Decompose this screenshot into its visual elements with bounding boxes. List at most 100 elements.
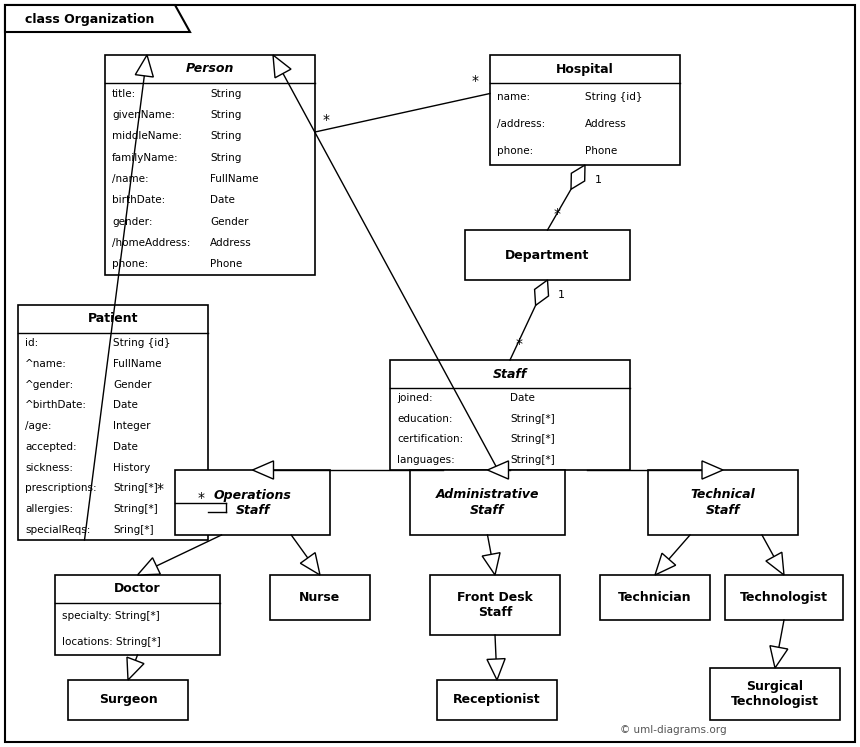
Text: /address:: /address: bbox=[497, 119, 545, 129]
Text: Patient: Patient bbox=[88, 312, 138, 326]
Text: languages:: languages: bbox=[397, 455, 455, 465]
Text: birthDate:: birthDate: bbox=[112, 195, 165, 205]
Text: middleName:: middleName: bbox=[112, 131, 182, 141]
Text: title:: title: bbox=[112, 89, 136, 99]
Text: Date: Date bbox=[510, 393, 535, 403]
FancyBboxPatch shape bbox=[600, 575, 710, 620]
Text: Hospital: Hospital bbox=[556, 63, 614, 75]
Text: Sring[*]: Sring[*] bbox=[113, 524, 154, 535]
Polygon shape bbox=[127, 657, 144, 680]
Text: Technologist: Technologist bbox=[740, 591, 828, 604]
Polygon shape bbox=[273, 55, 291, 78]
Text: FullName: FullName bbox=[113, 359, 162, 369]
Text: String[*]: String[*] bbox=[113, 504, 157, 514]
Text: prescriptions:: prescriptions: bbox=[25, 483, 96, 493]
Polygon shape bbox=[571, 165, 585, 189]
Text: education:: education: bbox=[397, 414, 452, 424]
Text: String {id}: String {id} bbox=[113, 338, 170, 348]
Text: /homeAddress:: /homeAddress: bbox=[112, 238, 190, 248]
Text: *: * bbox=[198, 491, 205, 505]
FancyBboxPatch shape bbox=[725, 575, 843, 620]
Text: String[*]: String[*] bbox=[510, 455, 555, 465]
Text: Doctor: Doctor bbox=[114, 583, 161, 595]
Polygon shape bbox=[5, 5, 190, 32]
Text: Receptionist: Receptionist bbox=[453, 693, 541, 707]
FancyBboxPatch shape bbox=[710, 668, 840, 720]
Polygon shape bbox=[300, 553, 320, 575]
Text: ^name:: ^name: bbox=[25, 359, 67, 369]
Polygon shape bbox=[482, 553, 500, 575]
Text: String: String bbox=[210, 152, 242, 163]
FancyBboxPatch shape bbox=[410, 470, 565, 535]
Text: *: * bbox=[157, 482, 164, 495]
Text: String: String bbox=[210, 89, 242, 99]
Text: FullName: FullName bbox=[210, 174, 259, 184]
Text: givenName:: givenName: bbox=[112, 110, 175, 120]
Text: 1: 1 bbox=[595, 175, 602, 185]
Text: *: * bbox=[516, 337, 523, 351]
Text: *: * bbox=[323, 113, 330, 127]
Text: Nurse: Nurse bbox=[299, 591, 341, 604]
Text: String[*]: String[*] bbox=[510, 434, 555, 444]
Text: Gender: Gender bbox=[210, 217, 249, 226]
Text: *: * bbox=[472, 75, 479, 88]
Polygon shape bbox=[766, 552, 784, 575]
FancyBboxPatch shape bbox=[390, 360, 630, 470]
Text: ^birthDate:: ^birthDate: bbox=[25, 400, 87, 410]
Text: 1: 1 bbox=[557, 290, 564, 300]
FancyBboxPatch shape bbox=[270, 575, 370, 620]
Text: String: String bbox=[210, 131, 242, 141]
Text: name:: name: bbox=[497, 92, 530, 102]
Text: Phone: Phone bbox=[210, 259, 243, 270]
Text: allergies:: allergies: bbox=[25, 504, 73, 514]
Text: Staff: Staff bbox=[493, 368, 527, 380]
Text: phone:: phone: bbox=[112, 259, 148, 270]
FancyBboxPatch shape bbox=[490, 55, 680, 165]
Text: certification:: certification: bbox=[397, 434, 464, 444]
FancyBboxPatch shape bbox=[18, 305, 208, 540]
Text: Technical
Staff: Technical Staff bbox=[691, 489, 755, 516]
Text: familyName:: familyName: bbox=[112, 152, 179, 163]
Text: Gender: Gender bbox=[113, 379, 151, 390]
Text: © uml-diagrams.org: © uml-diagrams.org bbox=[620, 725, 727, 735]
Polygon shape bbox=[487, 659, 505, 680]
FancyBboxPatch shape bbox=[465, 230, 630, 280]
Text: ^gender:: ^gender: bbox=[25, 379, 74, 390]
Text: phone:: phone: bbox=[497, 146, 533, 156]
Text: Department: Department bbox=[506, 249, 590, 261]
Text: specialty: String[*]: specialty: String[*] bbox=[62, 611, 160, 621]
Polygon shape bbox=[535, 280, 549, 306]
Text: Surgical
Technologist: Surgical Technologist bbox=[731, 680, 819, 708]
FancyBboxPatch shape bbox=[175, 470, 330, 535]
FancyBboxPatch shape bbox=[68, 680, 188, 720]
Text: String {id}: String {id} bbox=[585, 92, 642, 102]
FancyBboxPatch shape bbox=[648, 470, 798, 535]
Text: String[*]: String[*] bbox=[113, 483, 157, 493]
Polygon shape bbox=[488, 461, 508, 479]
Polygon shape bbox=[135, 55, 153, 77]
Text: Administrative
Staff: Administrative Staff bbox=[436, 489, 539, 516]
Text: Integer: Integer bbox=[113, 421, 150, 431]
Text: Operations
Staff: Operations Staff bbox=[213, 489, 292, 516]
Text: joined:: joined: bbox=[397, 393, 433, 403]
Text: Date: Date bbox=[113, 441, 138, 452]
Text: Technician: Technician bbox=[618, 591, 691, 604]
Text: id:: id: bbox=[25, 338, 38, 348]
Text: /name:: /name: bbox=[112, 174, 149, 184]
Polygon shape bbox=[770, 645, 788, 668]
Text: locations: String[*]: locations: String[*] bbox=[62, 637, 161, 647]
Text: Surgeon: Surgeon bbox=[99, 693, 157, 707]
Polygon shape bbox=[253, 461, 273, 479]
Text: String: String bbox=[210, 110, 242, 120]
Polygon shape bbox=[655, 554, 676, 575]
FancyBboxPatch shape bbox=[430, 575, 560, 635]
Text: Person: Person bbox=[186, 63, 234, 75]
Text: class Organization: class Organization bbox=[25, 13, 155, 25]
FancyBboxPatch shape bbox=[105, 55, 315, 275]
Text: gender:: gender: bbox=[112, 217, 152, 226]
Text: Address: Address bbox=[585, 119, 627, 129]
Text: *: * bbox=[554, 207, 561, 221]
Text: accepted:: accepted: bbox=[25, 441, 77, 452]
Polygon shape bbox=[138, 558, 160, 575]
Text: Date: Date bbox=[113, 400, 138, 410]
